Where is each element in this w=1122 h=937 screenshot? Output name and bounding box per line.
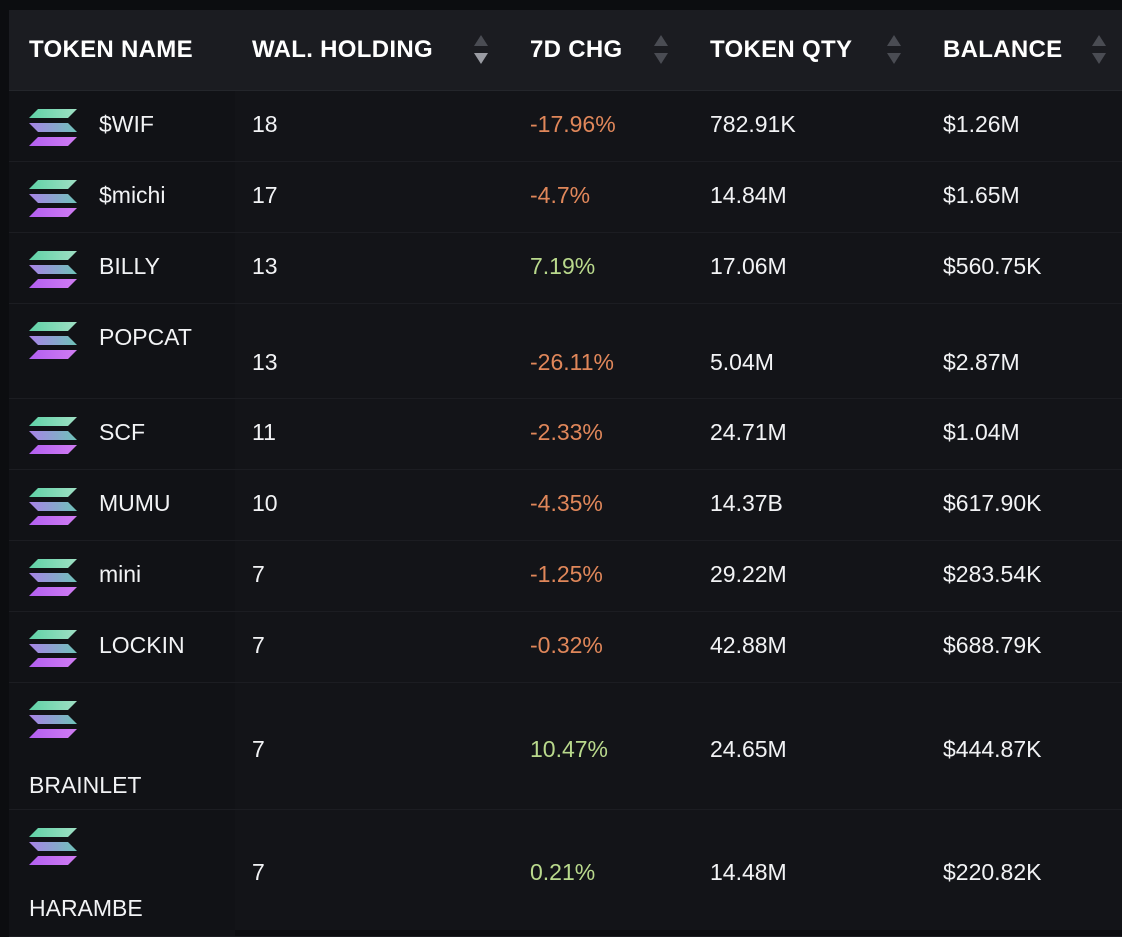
token-qty-value: 17.06M: [710, 253, 787, 279]
solana-logo-icon: [29, 701, 77, 739]
balance-value: $560.75K: [943, 253, 1042, 279]
balance-value: $1.26M: [943, 111, 1020, 137]
balance-value: $283.54K: [943, 561, 1042, 587]
token-name[interactable]: $WIF: [99, 111, 154, 137]
change-7d-value: -26.11%: [530, 349, 614, 375]
token-name-cell: BILLY: [9, 233, 235, 303]
table-body: $WIF 18 -17.96% 782.91K $1.26M $michi 17 -4.7% 1…: [9, 91, 1122, 937]
wallet-holding-value: 18: [252, 111, 278, 137]
wallet-holding-value: 7: [252, 632, 265, 658]
wallet-holding-value: 10: [252, 490, 278, 516]
token-name[interactable]: BRAINLET: [29, 772, 142, 798]
change-7d-value: 10.47%: [530, 736, 609, 762]
token-qty-value: 42.88M: [710, 632, 787, 658]
token-name[interactable]: MUMU: [99, 490, 171, 516]
table-row[interactable]: mini 7 -1.25% 29.22M $283.54K: [9, 541, 1122, 612]
table-row[interactable]: MUMU 10 -4.35% 14.37B $617.90K: [9, 470, 1122, 541]
balance-value: $444.87K: [943, 736, 1042, 762]
wallet-holding-value: 7: [252, 736, 265, 762]
balance-value: $688.79K: [943, 632, 1042, 658]
table-row[interactable]: $michi 17 -4.7% 14.84M $1.65M: [9, 162, 1122, 233]
token-name-cell: $WIF: [9, 91, 235, 161]
token-name[interactable]: $michi: [99, 182, 166, 208]
solana-logo-icon: [29, 109, 77, 147]
change-7d-value: -4.35%: [530, 490, 603, 516]
token-name-cell: POPCAT: [9, 304, 235, 398]
wallet-holding-value: 7: [252, 561, 265, 587]
token-name-cell: LOCKIN: [9, 612, 235, 682]
column-header-balance[interactable]: BALANCE: [943, 36, 1063, 63]
table-header: TOKEN NAME WAL. HOLDING 7D CHG TOKEN QTY…: [9, 10, 1122, 91]
balance-value: $1.04M: [943, 419, 1020, 445]
table-row[interactable]: HARAMBE 7 0.21% 14.48M $220.82K: [9, 810, 1122, 937]
sort-token-qty-icon[interactable]: [887, 35, 901, 67]
balance-value: $617.90K: [943, 490, 1042, 516]
balance-value: $1.65M: [943, 182, 1020, 208]
column-header-7d-change[interactable]: 7D CHG: [530, 36, 623, 63]
table-row[interactable]: SCF 11 -2.33% 24.71M $1.04M: [9, 399, 1122, 470]
solana-logo-icon: [29, 488, 77, 526]
column-header-token-name: TOKEN NAME: [29, 36, 193, 63]
solana-logo-icon: [29, 322, 77, 360]
change-7d-value: -1.25%: [530, 561, 603, 587]
wallet-holding-value: 13: [252, 349, 278, 375]
solana-logo-icon: [29, 630, 77, 668]
change-7d-value: -0.32%: [530, 632, 603, 658]
token-name-cell: MUMU: [9, 470, 235, 540]
solana-logo-icon: [29, 828, 77, 866]
wallet-holding-value: 17: [252, 182, 278, 208]
token-name-cell: mini: [9, 541, 235, 611]
token-qty-value: 29.22M: [710, 561, 787, 587]
token-name[interactable]: LOCKIN: [99, 632, 185, 658]
token-qty-value: 24.71M: [710, 419, 787, 445]
token-name[interactable]: mini: [99, 561, 142, 587]
token-qty-value: 782.91K: [710, 111, 796, 137]
token-qty-value: 5.04M: [710, 349, 774, 375]
token-qty-value: 14.84M: [710, 182, 787, 208]
wallet-holding-value: 11: [252, 419, 276, 445]
change-7d-value: 7.19%: [530, 253, 596, 279]
token-name[interactable]: BILLY: [99, 253, 160, 279]
table-row[interactable]: $WIF 18 -17.96% 782.91K $1.26M: [9, 91, 1122, 162]
change-7d-value: -2.33%: [530, 419, 603, 445]
token-name-cell: SCF: [9, 399, 235, 469]
column-header-token-qty[interactable]: TOKEN QTY: [710, 36, 853, 63]
wallet-holding-value: 13: [252, 253, 278, 279]
token-name-cell: HARAMBE: [9, 810, 235, 936]
token-name[interactable]: SCF: [99, 419, 145, 445]
token-qty-value: 14.37B: [710, 490, 783, 516]
change-7d-value: 0.21%: [530, 859, 596, 885]
solana-logo-icon: [29, 180, 77, 218]
solana-logo-icon: [29, 251, 77, 289]
change-7d-value: -17.96%: [530, 111, 616, 137]
solana-logo-icon: [29, 559, 77, 597]
column-header-wallet-holding[interactable]: WAL. HOLDING: [252, 36, 433, 63]
token-name-cell: BRAINLET: [9, 683, 235, 809]
table-row[interactable]: POPCAT 13 -26.11% 5.04M $2.87M: [9, 304, 1122, 399]
token-qty-value: 14.48M: [710, 859, 787, 885]
change-7d-value: -4.7%: [530, 182, 591, 208]
solana-logo-icon: [29, 417, 77, 455]
token-name-cell: $michi: [9, 162, 235, 232]
table-row[interactable]: BRAINLET 7 10.47% 24.65M $444.87K: [9, 683, 1122, 810]
sort-7d-change-icon[interactable]: [654, 35, 668, 67]
table-row[interactable]: BILLY 13 7.19% 17.06M $560.75K: [9, 233, 1122, 304]
balance-value: $2.87M: [943, 349, 1020, 375]
token-qty-value: 24.65M: [710, 736, 787, 762]
sort-wallet-holding-icon[interactable]: [474, 35, 488, 67]
token-name[interactable]: HARAMBE: [29, 895, 143, 921]
table-row[interactable]: LOCKIN 7 -0.32% 42.88M $688.79K: [9, 612, 1122, 683]
token-name[interactable]: POPCAT: [99, 324, 192, 350]
wallet-holding-value: 7: [252, 859, 265, 885]
token-holdings-table: TOKEN NAME WAL. HOLDING 7D CHG TOKEN QTY…: [9, 10, 1122, 937]
sort-balance-icon[interactable]: [1092, 35, 1106, 67]
balance-value: $220.82K: [943, 859, 1042, 885]
